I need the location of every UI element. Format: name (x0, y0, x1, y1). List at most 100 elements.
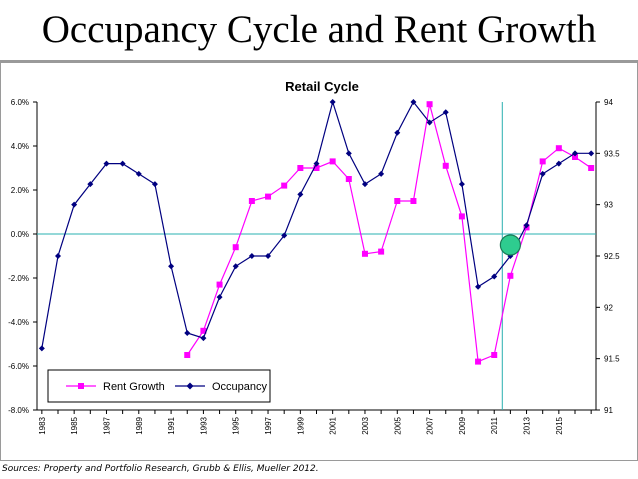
rent-growth-point (216, 281, 223, 288)
rent-growth-point (475, 358, 482, 365)
occupancy-point (442, 109, 449, 116)
y-left-tick-label: -6.0% (8, 362, 29, 371)
occupancy-point (87, 181, 94, 188)
rent-growth-series (184, 101, 595, 365)
occupancy-point (281, 232, 288, 239)
occupancy-point (458, 181, 465, 188)
occupancy-point (491, 273, 498, 280)
page-title: Occupancy Cycle and Rent Growth (41, 8, 597, 51)
occupancy-point (216, 294, 223, 301)
rent-growth-point (588, 165, 595, 171)
occupancy-point (394, 129, 401, 136)
rent-growth-point (571, 154, 578, 160)
rent-growth-point (539, 158, 546, 165)
occupancy-point (55, 253, 62, 259)
x-tick-label: 1991 (167, 416, 176, 434)
x-tick-label: 1999 (296, 416, 305, 434)
title-divider (0, 60, 638, 63)
occupancy-point (426, 119, 433, 126)
rent-growth-point (361, 250, 368, 257)
rent-growth-point (329, 158, 336, 165)
x-tick-label: 2001 (329, 416, 338, 434)
rent-growth-point (232, 244, 239, 251)
occupancy-point (555, 160, 562, 167)
y-right-tick-label: 91 (604, 406, 613, 415)
occupancy-point (571, 150, 578, 157)
rent-growth-point (378, 248, 385, 255)
occupancy-point (232, 263, 239, 270)
chart-axes: 6.0% 4.0% 2.0% 0.0% -2.0% -4.0% -6.0% -8.0% 94 93… (8, 98, 620, 435)
highlight-marker (499, 234, 521, 256)
rent-growth-point (410, 198, 417, 204)
occupancy-point (539, 170, 546, 177)
y-right-tick-label: 92 (604, 303, 613, 312)
rent-growth-point (248, 198, 255, 204)
y-right-tick-label: 93.5 (604, 149, 620, 158)
rent-growth-point (507, 272, 514, 279)
rent-growth-point (313, 165, 320, 171)
occupancy-point (475, 283, 482, 290)
rent-growth-point (345, 176, 352, 182)
reference-lines (37, 102, 596, 410)
y-right-tick-label: 92.5 (604, 252, 620, 261)
occupancy-point (135, 170, 142, 177)
occupancy-point (103, 160, 110, 167)
occupancy-point (200, 335, 207, 342)
x-tick-label: 1983 (38, 416, 47, 434)
occupancy-point (345, 150, 352, 157)
y-left-tick-label: -2.0% (8, 274, 29, 283)
rent-growth-line (186, 104, 592, 363)
occupancy-point (71, 201, 78, 208)
x-tick-label: 1997 (264, 416, 273, 434)
x-tick-label: 2005 (393, 416, 402, 434)
y-left-tick-label: -8.0% (8, 406, 29, 415)
y-left-tick-label: 6.0% (11, 98, 29, 107)
rent-growth-point (265, 193, 272, 200)
occupancy-point (378, 170, 385, 177)
x-tick-label: 2013 (523, 416, 532, 434)
y-right-tick-label: 91.5 (604, 355, 620, 364)
rent-growth-point (491, 352, 498, 358)
rent-growth-point (297, 165, 304, 171)
chart-title: Retail Cycle (285, 79, 359, 94)
rent-growth-point (426, 101, 433, 108)
y-right-tick-label: 93 (604, 201, 613, 210)
rent-growth-point (200, 327, 207, 334)
x-tick-label: 2015 (555, 416, 564, 434)
y-left-tick-label: 0.0% (11, 230, 29, 239)
occupancy-point (151, 181, 158, 188)
rent-growth-point (555, 145, 562, 152)
occupancy-point (297, 191, 304, 198)
x-tick-label: 1993 (199, 416, 208, 434)
legend-rent-marker (78, 383, 84, 389)
retail-cycle-chart: Retail Cycle 6.0% 4.0% 2.0% 0.0% -2.0% -4.0% -… (8, 79, 620, 435)
legend-occupancy-marker (186, 382, 194, 390)
y-left-tick-label: 2.0% (11, 186, 29, 195)
y-right-tick-label: 94 (604, 98, 613, 107)
occupancy-point (168, 263, 175, 270)
legend-rent-label: Rent Growth (103, 381, 165, 393)
y-left-tick-label: -4.0% (8, 318, 29, 327)
highlight-circle (499, 234, 521, 256)
occupancy-point (184, 330, 191, 336)
rent-growth-point (458, 213, 465, 220)
rent-growth-point (184, 352, 191, 358)
rent-growth-point (281, 182, 288, 189)
occupancy-point (119, 160, 126, 167)
occupancy-point (588, 150, 595, 157)
occupancy-point (313, 160, 320, 167)
x-tick-label: 2003 (361, 416, 370, 434)
legend-occupancy-label: Occupancy (212, 381, 268, 393)
chart-legend: Rent Growth Occupancy (47, 369, 271, 403)
occupancy-point (265, 253, 272, 259)
x-tick-label: 2011 (490, 416, 499, 434)
occupancy-point (361, 181, 368, 188)
x-tick-label: 1995 (232, 416, 241, 434)
occupancy-point (329, 99, 336, 105)
rent-growth-point (394, 198, 401, 204)
source-note: Sources: Property and Portfolio Research… (2, 464, 319, 474)
x-tick-label: 1989 (135, 416, 144, 434)
y-left-tick-label: 4.0% (11, 142, 29, 151)
occupancy-point (248, 253, 255, 259)
occupancy-point (410, 99, 417, 105)
